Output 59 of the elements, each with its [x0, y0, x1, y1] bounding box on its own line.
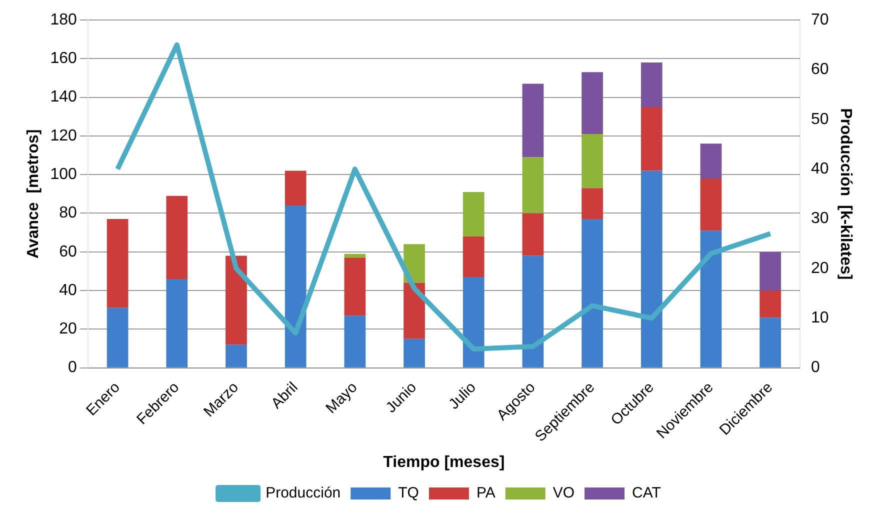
bar — [344, 316, 366, 368]
y2-tick-label: 70 — [811, 11, 829, 28]
y2-tick-label: 50 — [811, 110, 829, 128]
bar — [640, 170, 662, 368]
bar — [582, 219, 603, 368]
bar — [344, 258, 366, 316]
bar — [166, 278, 188, 368]
bar — [106, 219, 128, 308]
y-tick-label: 160 — [50, 50, 77, 68]
bar — [760, 252, 782, 291]
bar — [166, 196, 188, 279]
bar — [462, 192, 484, 236]
bar — [284, 206, 306, 368]
bar — [582, 188, 603, 220]
bar — [522, 157, 544, 214]
y2-tick-label: 40 — [811, 160, 829, 178]
bar — [522, 213, 544, 256]
legend-label: PA — [476, 484, 496, 502]
bar — [760, 318, 782, 368]
y-tick-label: 60 — [59, 243, 77, 260]
bar — [700, 230, 722, 368]
y-tick-label: 140 — [50, 88, 77, 106]
y2-tick-label: 30 — [811, 210, 829, 228]
bar — [106, 308, 128, 368]
y-tick-label: 40 — [59, 282, 77, 299]
bar — [404, 282, 425, 339]
x-tick-label: Julio — [446, 378, 480, 413]
bar — [226, 344, 247, 368]
legend-label: TQ — [398, 484, 419, 502]
y2-axis-title: Producción [k-kilates] — [836, 108, 854, 280]
bar — [404, 338, 425, 368]
legend-label: Producción — [266, 484, 341, 502]
y2-tick-label: 0 — [811, 359, 820, 376]
bar — [462, 277, 484, 368]
y-tick-label: 20 — [59, 320, 77, 338]
bar — [700, 178, 722, 231]
y2-tick-label: 60 — [811, 61, 829, 78]
bar — [522, 84, 544, 158]
y-axis-title: Avance [metros] — [25, 129, 42, 259]
bar — [760, 290, 782, 318]
y2-tick-label: 10 — [811, 310, 829, 327]
legend-label: VO — [552, 484, 575, 502]
bar — [582, 72, 603, 134]
bar — [462, 236, 484, 278]
bar — [582, 134, 603, 188]
bar — [522, 256, 544, 368]
y-tick-label: 120 — [50, 127, 77, 144]
bar — [640, 106, 662, 171]
y-tick-label: 0 — [68, 359, 77, 376]
bar — [284, 170, 306, 206]
bar — [700, 144, 722, 178]
legend-label: CAT — [632, 484, 661, 502]
bar — [640, 62, 662, 107]
bar — [226, 256, 247, 345]
x-axis-title: Tiempo [meses] — [383, 454, 505, 471]
y2-tick-label: 20 — [811, 260, 829, 277]
y-tick-label: 100 — [50, 166, 77, 183]
y-tick-label: 180 — [50, 11, 77, 28]
y-tick-label: 80 — [59, 204, 77, 222]
